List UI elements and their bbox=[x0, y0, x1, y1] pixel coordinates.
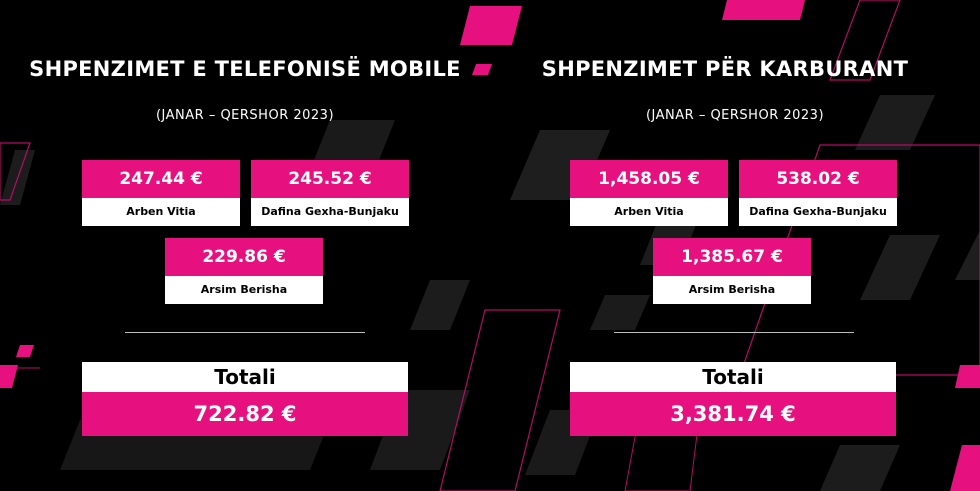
mobile-card-arsim: 229.86 € Arsim Berisha bbox=[165, 238, 323, 304]
fuel-amount-dafina: 538.02 € bbox=[739, 160, 897, 198]
mobile-name-arsim: Arsim Berisha bbox=[165, 276, 323, 304]
fuel-divider bbox=[614, 332, 854, 333]
fuel-period: (JANAR – QERSHOR 2023) bbox=[645, 108, 825, 123]
mobile-name-arben: Arben Vitia bbox=[82, 198, 240, 226]
mobile-total-value: 722.82 € bbox=[82, 392, 408, 436]
mobile-total-box: Totali 722.82 € bbox=[82, 362, 408, 436]
mobile-card-dafina: 245.52 € Dafina Gexha-Bunjaku bbox=[251, 160, 409, 226]
fuel-card-arben: 1,458.05 € Arben Vitia bbox=[570, 160, 728, 226]
fuel-title: SHPENZIMET PËR KARBURANT bbox=[541, 57, 909, 81]
fuel-card-dafina: 538.02 € Dafina Gexha-Bunjaku bbox=[739, 160, 897, 226]
fuel-name-arben: Arben Vitia bbox=[570, 198, 728, 226]
mobile-amount-arben: 247.44 € bbox=[82, 160, 240, 198]
mobile-amount-dafina: 245.52 € bbox=[251, 160, 409, 198]
mobile-divider bbox=[125, 332, 365, 333]
fuel-total-label: Totali bbox=[570, 362, 896, 392]
fuel-total-box: Totali 3,381.74 € bbox=[570, 362, 896, 436]
fuel-amount-arben: 1,458.05 € bbox=[570, 160, 728, 198]
fuel-name-arsim: Arsim Berisha bbox=[653, 276, 811, 304]
fuel-card-arsim: 1,385.67 € Arsim Berisha bbox=[653, 238, 811, 304]
mobile-name-dafina: Dafina Gexha-Bunjaku bbox=[251, 198, 409, 226]
fuel-total-value: 3,381.74 € bbox=[570, 392, 896, 436]
fuel-name-dafina: Dafina Gexha-Bunjaku bbox=[739, 198, 897, 226]
fuel-amount-arsim: 1,385.67 € bbox=[653, 238, 811, 276]
mobile-card-arben: 247.44 € Arben Vitia bbox=[82, 160, 240, 226]
mobile-period: (JANAR – QERSHOR 2023) bbox=[155, 108, 335, 123]
mobile-amount-arsim: 229.86 € bbox=[165, 238, 323, 276]
mobile-title: SHPENZIMET E TELEFONISË MOBILE bbox=[29, 57, 461, 81]
mobile-total-label: Totali bbox=[82, 362, 408, 392]
